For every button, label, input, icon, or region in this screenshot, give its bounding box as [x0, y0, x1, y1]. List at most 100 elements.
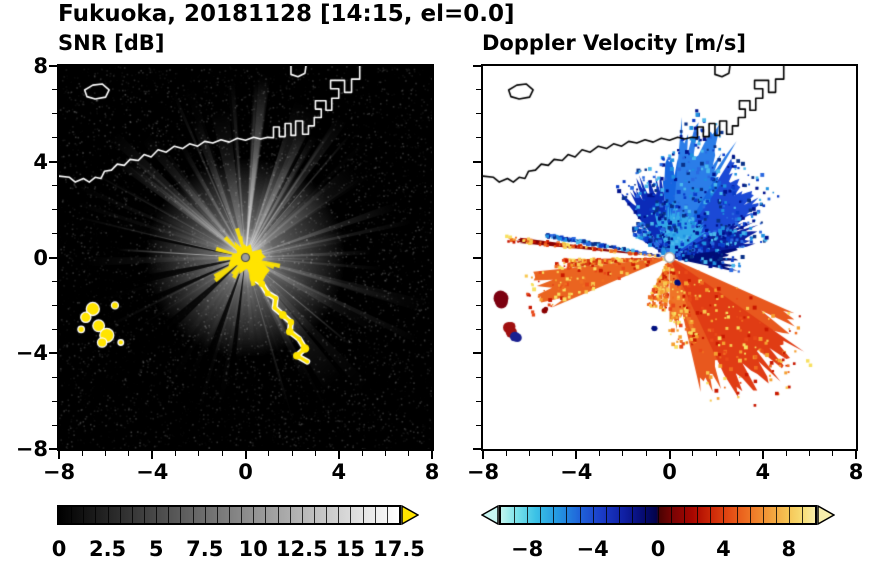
snr-colorbar-over-arrow-icon	[401, 505, 419, 525]
y-axis-minor-tick	[52, 376, 57, 378]
x-axis-minor-tick	[268, 451, 270, 456]
x-axis-major-tick	[855, 451, 857, 459]
y-axis-minor-tick	[52, 328, 57, 330]
colorbar-tick	[618, 507, 620, 523]
colorbar-tick	[119, 507, 121, 523]
x-axis-minor-tick	[361, 451, 363, 456]
doppler-colorbar-tick-label: 4	[716, 537, 731, 561]
snr-panel-title: SNR [dB]	[58, 31, 165, 55]
doppler-plot-canvas	[483, 66, 856, 449]
colorbar-tick	[775, 507, 777, 523]
snr-over-arrow-shape	[401, 505, 419, 525]
colorbar-tick	[579, 507, 581, 523]
x-axis-minor-tick	[198, 451, 200, 456]
x-tick-label: −8	[466, 460, 500, 484]
snr-colorbar-tick-label: 5	[148, 537, 164, 561]
colorbar-tick	[605, 507, 607, 523]
y-tick-label: 4	[33, 149, 48, 174]
colorbar-tick	[216, 507, 218, 523]
colorbar-tick	[710, 507, 712, 523]
doppler-under-arrow-shape	[481, 505, 499, 525]
colorbar-tick	[314, 507, 315, 523]
y-axis-major-tick	[49, 65, 57, 67]
y-axis-major-tick	[473, 160, 481, 163]
y-axis-minor-tick	[52, 233, 57, 235]
x-axis-minor-tick	[715, 451, 717, 456]
snr-colorbar-tick-label: 17.5	[373, 537, 425, 561]
colorbar-tick	[95, 507, 97, 523]
colorbar-tick	[592, 507, 594, 523]
colorbar-tick	[514, 507, 516, 523]
y-tick-label: 8	[33, 54, 48, 78]
colorbar-tick	[749, 507, 751, 523]
colorbar-tick	[168, 507, 170, 523]
colorbar-tick	[697, 507, 699, 523]
x-axis-minor-tick	[622, 451, 624, 456]
snr-colorbar-tick-label: 7.5	[186, 537, 224, 561]
x-axis-major-tick	[151, 451, 154, 459]
x-tick-label: −8	[42, 460, 76, 484]
y-axis-minor-tick	[52, 304, 57, 306]
colorbar-tick	[204, 507, 206, 523]
x-axis-major-tick	[482, 451, 484, 459]
y-axis-minor-tick	[52, 113, 57, 115]
x-tick-label: 0	[662, 460, 677, 484]
colorbar-tick	[566, 507, 568, 523]
doppler-panel-title: Doppler Velocity [m/s]	[482, 31, 746, 55]
colorbar-tick	[265, 507, 267, 523]
colorbar-tick	[229, 507, 230, 523]
snr-colorbar-tick-label: 2.5	[88, 537, 127, 561]
x-axis-minor-tick	[408, 451, 410, 456]
colorbar-tick	[253, 507, 255, 523]
x-tick-label: −4	[560, 460, 593, 484]
doppler-colorbar-tick-label: 0	[650, 537, 666, 561]
y-axis-minor-tick	[52, 280, 57, 282]
y-axis-minor-tick	[52, 89, 57, 91]
snr-colorbar-tick-label: 0	[51, 537, 67, 561]
y-axis-minor-tick	[476, 304, 481, 306]
doppler-colorbar-tick-label: 8	[781, 537, 797, 561]
x-axis-minor-tick	[105, 451, 107, 456]
colorbar-tick	[374, 507, 376, 523]
snr-colorbar	[57, 505, 401, 525]
colorbar-tick	[156, 507, 158, 523]
y-tick-label: −4	[15, 341, 48, 366]
y-axis-major-tick	[49, 256, 57, 259]
colorbar-tick	[301, 507, 303, 523]
colorbar-tick	[192, 507, 194, 523]
y-axis-minor-tick	[52, 185, 57, 187]
y-axis-minor-tick	[52, 137, 57, 139]
x-axis-major-tick	[575, 451, 578, 459]
colorbar-tick	[277, 507, 279, 523]
snr-colorbar-tick-label: 10	[238, 537, 268, 561]
colorbar-tick	[107, 507, 109, 523]
y-axis-minor-tick	[476, 328, 481, 330]
colorbar-tick	[788, 507, 790, 523]
x-tick-label: −4	[136, 460, 169, 484]
colorbar-tick	[762, 507, 764, 523]
y-axis-major-tick	[49, 160, 57, 163]
x-tick-label: 0	[238, 460, 253, 484]
snr-colorbar-tick-label: 12.5	[275, 537, 328, 561]
colorbar-tick	[144, 507, 145, 523]
figure-title: Fukuoka, 20181128 [14:15, el=0.0]	[58, 1, 515, 27]
y-axis-minor-tick	[476, 233, 481, 235]
y-axis-minor-tick	[476, 400, 481, 402]
y-tick-label: −8	[15, 437, 48, 461]
x-axis-minor-tick	[808, 451, 810, 456]
colorbar-tick	[658, 507, 659, 523]
x-axis-minor-tick	[384, 451, 386, 456]
colorbar-tick	[180, 507, 182, 523]
doppler-colorbar-tick-label: −4	[576, 537, 609, 561]
x-tick-label: 8	[848, 460, 864, 484]
y-axis-major-tick	[49, 448, 57, 450]
x-axis-minor-tick	[529, 451, 531, 456]
y-axis-major-tick	[473, 352, 481, 355]
colorbar-tick	[326, 507, 328, 523]
x-axis-minor-tick	[81, 451, 83, 456]
x-axis-major-tick	[761, 451, 764, 459]
colorbar-tick	[386, 507, 388, 523]
doppler-panel	[481, 64, 858, 451]
x-axis-minor-tick	[291, 451, 293, 456]
